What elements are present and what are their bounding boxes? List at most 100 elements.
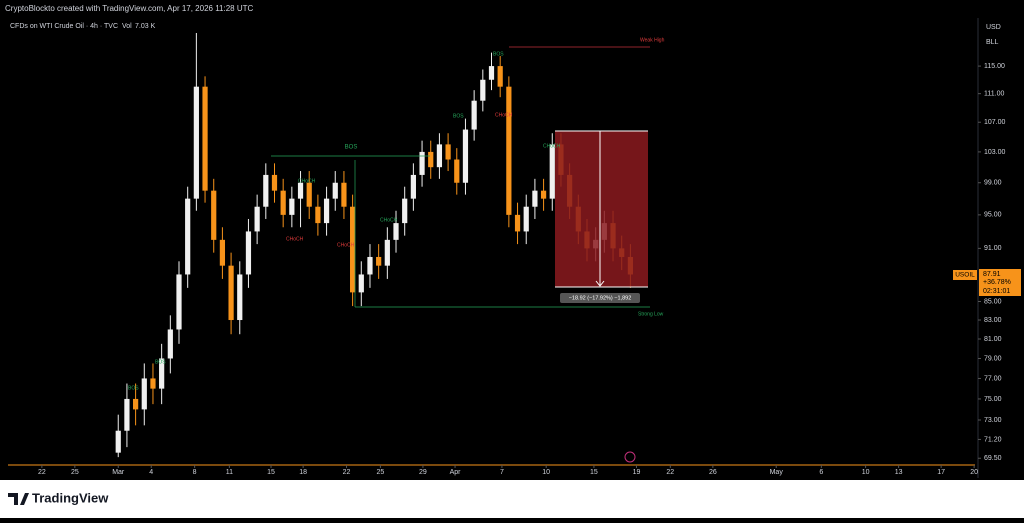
candle-body bbox=[202, 86, 208, 191]
x-tick-label: 10 bbox=[862, 469, 870, 476]
candle-body bbox=[376, 256, 382, 266]
candle-body bbox=[419, 151, 425, 175]
x-tick-label: 19 bbox=[633, 469, 641, 476]
candle-body bbox=[185, 198, 191, 275]
candle-body bbox=[237, 274, 243, 321]
x-tick-label: 18 bbox=[299, 469, 307, 476]
x-tick-label: 8 bbox=[193, 469, 197, 476]
measure-box bbox=[555, 131, 648, 287]
candle-body bbox=[263, 174, 269, 207]
candle-body bbox=[271, 174, 278, 191]
candle-body bbox=[350, 206, 356, 293]
choch-label: CHoCH bbox=[495, 112, 513, 118]
brand-logo bbox=[8, 493, 29, 505]
brand: TradingView bbox=[32, 490, 109, 505]
candle-body bbox=[245, 231, 252, 275]
volume: 7.03 K bbox=[135, 23, 156, 30]
candle-body bbox=[454, 159, 460, 183]
y-tick-label: 77.00 bbox=[984, 375, 1002, 382]
x-tick-label: 22 bbox=[666, 469, 674, 476]
candle-body bbox=[480, 79, 486, 101]
x-tick-label: 26 bbox=[709, 469, 717, 476]
x-tick-label: 25 bbox=[71, 469, 79, 476]
y-tick-label: 73.00 bbox=[984, 417, 1002, 424]
choch-label: CHoCH bbox=[298, 178, 316, 184]
candle-body bbox=[428, 151, 434, 168]
y-tick-label: 81.00 bbox=[984, 336, 1002, 343]
candle-body bbox=[436, 144, 443, 168]
candle-body bbox=[332, 182, 338, 199]
candle-body bbox=[523, 206, 529, 232]
candle-body bbox=[193, 86, 199, 199]
y-tick-label: 95.00 bbox=[984, 212, 1002, 219]
x-tick-label: Apr bbox=[450, 469, 462, 476]
bos-label: BOS bbox=[155, 359, 166, 365]
weak-high-label: Weak High bbox=[640, 37, 665, 43]
x-tick-label: 11 bbox=[226, 469, 233, 476]
y-tick-label: 107.00 bbox=[984, 119, 1006, 126]
candle-body bbox=[280, 190, 286, 215]
caption: CryptoBlockto created with TradingView.c… bbox=[5, 4, 254, 13]
currency: USD bbox=[986, 24, 1001, 31]
choch-label: CHoCH bbox=[337, 242, 355, 248]
candle-body bbox=[141, 378, 147, 410]
overlay: −18.92 (−17.92%) −1,892 BOS BOS BOS BOS … bbox=[128, 37, 665, 391]
y-tick-label: 75.00 bbox=[984, 396, 1002, 403]
x-tick-label: Mar bbox=[112, 469, 125, 476]
candle-body bbox=[297, 182, 304, 199]
change: +36.78% bbox=[983, 279, 1011, 286]
candle-body bbox=[115, 430, 121, 453]
candle-body bbox=[410, 174, 416, 199]
candle-body bbox=[532, 190, 538, 207]
x-tick-label: 15 bbox=[267, 469, 275, 476]
y-tick-label: 111.00 bbox=[984, 91, 1004, 98]
candle-body bbox=[497, 66, 503, 87]
candle-body bbox=[488, 66, 495, 80]
y-tick-label: 83.00 bbox=[984, 317, 1002, 324]
measure-label-bg bbox=[560, 293, 640, 303]
candle-body bbox=[367, 256, 373, 275]
choch-label: CHoCH bbox=[380, 217, 398, 223]
choch-label: CHoCH bbox=[543, 143, 561, 149]
candle-body bbox=[471, 100, 477, 130]
candle-body bbox=[219, 239, 226, 266]
candle-body bbox=[462, 129, 469, 183]
candle-body bbox=[254, 206, 260, 232]
candle-body bbox=[315, 206, 321, 224]
symbol: CFDs on WTI Crude Oil · 4h · TVC bbox=[10, 23, 118, 30]
candle-body bbox=[341, 182, 347, 207]
x-tick-label: 17 bbox=[937, 469, 945, 476]
x-tick-label: 7 bbox=[500, 469, 504, 476]
bos-label: BOS bbox=[453, 113, 464, 119]
choch-label: CHoCH bbox=[286, 236, 304, 242]
candle-body bbox=[176, 274, 182, 330]
y-tick-label: 91.00 bbox=[984, 245, 1002, 252]
event-icon[interactable] bbox=[624, 451, 636, 463]
volume-label: Vol bbox=[122, 23, 132, 30]
candle-body bbox=[306, 182, 312, 207]
candle-body bbox=[124, 398, 130, 431]
x-tick-label: 13 bbox=[895, 469, 903, 476]
candle-body bbox=[289, 198, 295, 215]
candle-body bbox=[445, 144, 451, 160]
bos-label: BOS bbox=[345, 145, 358, 151]
candle-body bbox=[167, 329, 173, 359]
x-tick-label: 29 bbox=[419, 469, 427, 476]
measure-arrowhead bbox=[595, 280, 605, 287]
x-tick-label: 15 bbox=[590, 469, 598, 476]
y-tick-label: 99.00 bbox=[984, 180, 1002, 187]
candle-body bbox=[159, 358, 165, 389]
candle-body bbox=[150, 378, 156, 389]
bos-label: BOS bbox=[493, 51, 504, 57]
measure-label: −18.92 (−17.92%) −1,892 bbox=[569, 295, 632, 301]
candle-body bbox=[514, 214, 521, 232]
candle-body bbox=[549, 144, 555, 199]
x-tick-label: 20 bbox=[970, 469, 978, 476]
y-tick-label: 85.00 bbox=[984, 298, 1002, 305]
x-tick-label: May bbox=[770, 469, 784, 476]
symbol-tag bbox=[953, 270, 977, 280]
candle-body bbox=[228, 265, 234, 321]
candle-body bbox=[506, 86, 512, 215]
